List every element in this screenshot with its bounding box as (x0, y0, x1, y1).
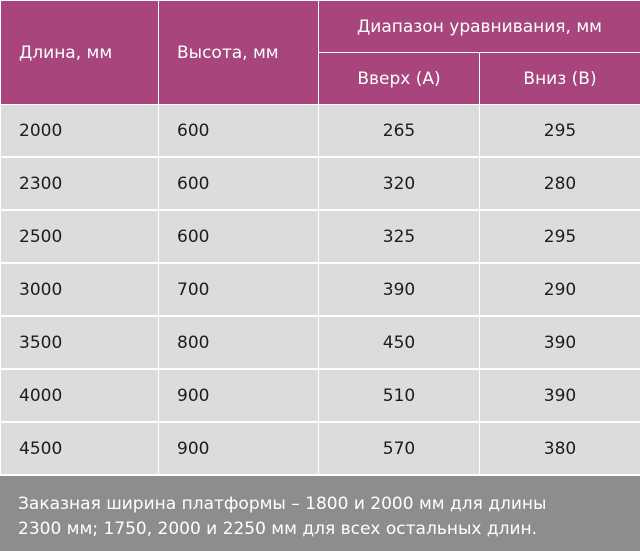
cell-length: 4500 (1, 422, 159, 475)
cell-height: 900 (159, 369, 319, 422)
cell-up: 450 (319, 316, 480, 369)
cell-height: 600 (159, 105, 319, 158)
cell-down: 380 (480, 422, 640, 475)
table-row: 3500 800 450 390 (1, 316, 640, 369)
table-row: 4000 900 510 390 (1, 369, 640, 422)
header-length: Длина, мм (1, 1, 159, 105)
cell-up: 320 (319, 157, 480, 210)
table-row: 2300 600 320 280 (1, 157, 640, 210)
cell-height: 800 (159, 316, 319, 369)
cell-height: 600 (159, 157, 319, 210)
footnote-line-1: Заказная ширина платформы – 1800 и 2000 … (18, 492, 622, 517)
table-row: 3000 700 390 290 (1, 263, 640, 316)
cell-length: 2000 (1, 105, 159, 158)
header-height: Высота, мм (159, 1, 319, 105)
spec-table: Длина, мм Высота, мм Диапазон уравнивани… (0, 0, 640, 476)
cell-length: 2500 (1, 210, 159, 263)
header-down: Вниз (B) (480, 53, 640, 105)
table-row: 2000 600 265 295 (1, 105, 640, 158)
cell-height: 600 (159, 210, 319, 263)
table-body: 2000 600 265 295 2300 600 320 280 2500 6… (1, 105, 640, 476)
table-header: Длина, мм Высота, мм Диапазон уравнивани… (1, 1, 640, 105)
cell-up: 325 (319, 210, 480, 263)
header-up: Вверх (A) (319, 53, 480, 105)
table-row: 2500 600 325 295 (1, 210, 640, 263)
table-row: 4500 900 570 380 (1, 422, 640, 475)
cell-down: 295 (480, 105, 640, 158)
cell-height: 700 (159, 263, 319, 316)
header-row-top: Длина, мм Высота, мм Диапазон уравнивани… (1, 1, 640, 53)
cell-down: 290 (480, 263, 640, 316)
cell-length: 3500 (1, 316, 159, 369)
cell-height: 900 (159, 422, 319, 475)
cell-down: 295 (480, 210, 640, 263)
footnote-line-2: 2300 мм; 1750, 2000 и 2250 мм для всех о… (18, 517, 622, 542)
cell-down: 280 (480, 157, 640, 210)
cell-down: 390 (480, 369, 640, 422)
footnote: Заказная ширина платформы – 1800 и 2000 … (0, 476, 640, 551)
cell-length: 3000 (1, 263, 159, 316)
cell-length: 4000 (1, 369, 159, 422)
cell-up: 390 (319, 263, 480, 316)
cell-length: 2300 (1, 157, 159, 210)
header-range: Диапазон уравнивания, мм (319, 1, 640, 53)
cell-up: 570 (319, 422, 480, 475)
cell-up: 265 (319, 105, 480, 158)
cell-down: 390 (480, 316, 640, 369)
cell-up: 510 (319, 369, 480, 422)
